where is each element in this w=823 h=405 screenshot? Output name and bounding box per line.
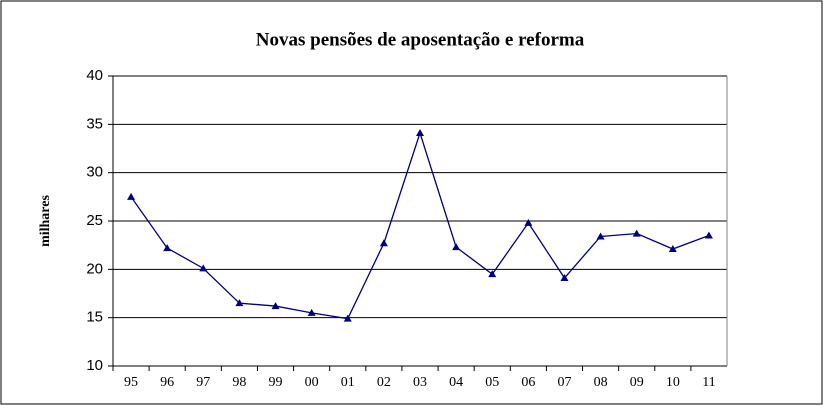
- data-point: [596, 232, 605, 240]
- x-tick-label: 08: [594, 375, 608, 390]
- data-point: [668, 245, 677, 253]
- y-tick-label: 10: [86, 357, 103, 374]
- data-point: [488, 270, 497, 278]
- y-tick-label: 15: [86, 309, 103, 326]
- x-tick-label: 02: [377, 375, 391, 390]
- x-tick-label: 96: [160, 375, 174, 390]
- y-tick-label: 25: [86, 212, 103, 229]
- y-tick-label: 20: [86, 260, 103, 277]
- data-point: [307, 308, 316, 316]
- x-tick-label: 95: [124, 375, 138, 390]
- data-point: [163, 244, 172, 252]
- y-tick-label: 30: [86, 164, 103, 181]
- data-point: [235, 299, 244, 307]
- data-point: [560, 274, 569, 282]
- x-tick-label: 06: [521, 375, 535, 390]
- data-point: [343, 314, 352, 322]
- data-point: [199, 264, 208, 272]
- x-tick-label: 01: [341, 375, 355, 390]
- chart-title: Novas pensões de aposentação e reforma: [256, 29, 585, 50]
- x-tick-label: 99: [269, 375, 283, 390]
- x-tick-label: 00: [305, 375, 319, 390]
- x-tick-label: 04: [449, 375, 463, 390]
- x-tick-label: 09: [630, 375, 644, 390]
- data-point: [452, 243, 461, 251]
- x-tick-label: 10: [666, 375, 680, 390]
- x-tick-label: 03: [413, 375, 427, 390]
- x-tick-label: 97: [196, 375, 210, 390]
- data-point: [127, 192, 136, 200]
- data-point: [271, 302, 280, 310]
- x-tick-label: 05: [485, 375, 499, 390]
- data-point: [524, 218, 533, 226]
- data-point: [416, 129, 424, 137]
- y-tick-label: 40: [86, 67, 103, 84]
- y-tick-label: 35: [86, 115, 103, 132]
- y-axis-label: milhares: [38, 195, 53, 247]
- x-tick-label: 98: [232, 375, 246, 390]
- x-tick-label: 07: [557, 375, 571, 390]
- x-tick-label: 11: [702, 375, 715, 390]
- data-point: [379, 239, 388, 247]
- data-point: [632, 229, 641, 237]
- data-point: [704, 231, 713, 239]
